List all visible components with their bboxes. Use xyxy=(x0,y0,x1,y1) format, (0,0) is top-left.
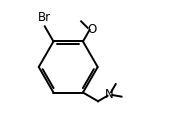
Text: N: N xyxy=(105,88,114,101)
Text: Br: Br xyxy=(37,11,51,24)
Text: O: O xyxy=(87,23,96,36)
